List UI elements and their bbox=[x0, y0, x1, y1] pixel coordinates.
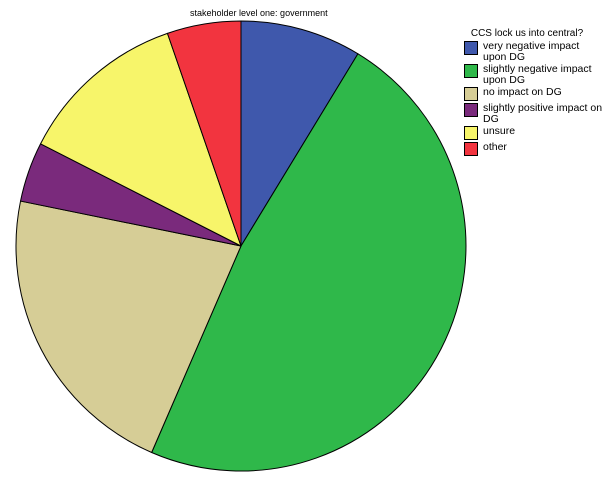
pie-slice-other bbox=[166, 20, 242, 247]
legend-item-unsure: unsure bbox=[464, 126, 613, 140]
legend-swatch-very-negative bbox=[464, 41, 478, 55]
legend-item-very-negative: very negative impact upon DG bbox=[464, 41, 613, 62]
legend-label-slightly-positive: slightly positive impact on DG bbox=[483, 102, 603, 125]
legend-label-other: other bbox=[483, 141, 507, 153]
pie-slice-unsure bbox=[40, 32, 242, 247]
pie-slice-slightly-negative-impact-upon-dg bbox=[151, 53, 467, 472]
legend-item-slightly-positive: slightly positive impact on DG bbox=[464, 103, 613, 124]
pie-slice-no-impact-on-dg bbox=[15, 200, 242, 453]
pie-slice-very-negative-impact-upon-dg bbox=[240, 20, 359, 247]
legend-swatch-unsure bbox=[464, 126, 478, 140]
legend-swatch-no-impact bbox=[464, 87, 478, 101]
legend-swatch-other bbox=[464, 142, 478, 156]
legend-swatch-slightly-positive bbox=[464, 103, 478, 117]
legend: CCS lock us into central? very negative … bbox=[464, 28, 613, 156]
chart-title: stakeholder level one: government bbox=[190, 8, 328, 18]
legend-title: CCS lock us into central? bbox=[470, 28, 584, 39]
legend-item-no-impact: no impact on DG bbox=[464, 87, 613, 101]
legend-label-slightly-negative: slightly negative impact upon DG bbox=[483, 63, 592, 86]
legend-item-slightly-negative: slightly negative impact upon DG bbox=[464, 64, 613, 85]
legend-item-other: other bbox=[464, 142, 613, 156]
legend-label-very-negative: very negative impact upon DG bbox=[483, 40, 580, 63]
legend-label-no-impact: no impact on DG bbox=[483, 86, 562, 98]
legend-swatch-slightly-negative bbox=[464, 64, 478, 78]
legend-label-unsure: unsure bbox=[483, 125, 516, 137]
